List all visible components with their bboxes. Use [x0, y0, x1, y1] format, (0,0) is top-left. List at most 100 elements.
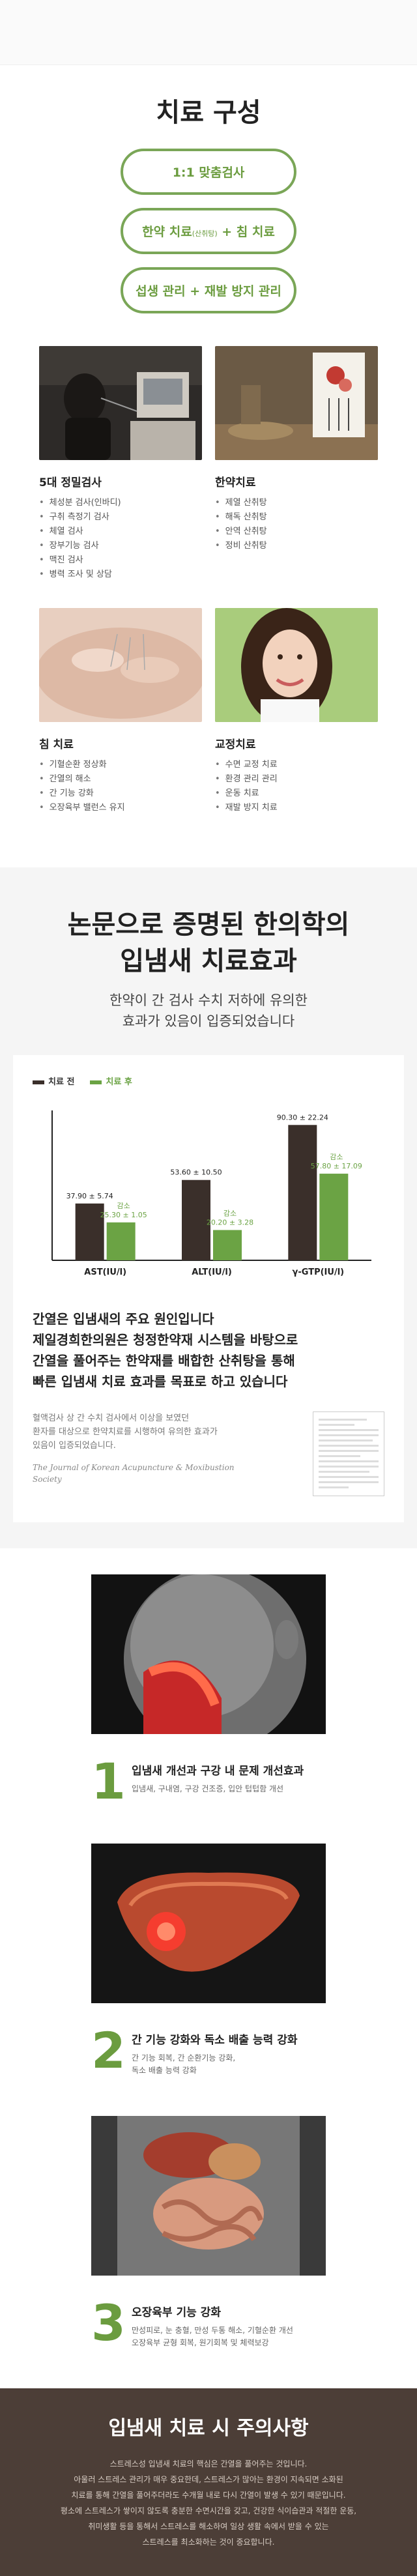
precautions-section: 입냄새 치료 시 주의사항 스트레스성 입냄새 치료의 핵심은 간열을 풀어주는… — [0, 2388, 417, 2576]
x-tick-label: AST(IU/l) — [84, 1267, 126, 1277]
bar-after — [106, 1222, 136, 1260]
pill-main: 한약 치료 — [142, 225, 192, 239]
precaution-line: 아울러 스트레스 관리가 매우 중요한데, 스트레스가 많아는 환경이 지속되면… — [74, 2475, 343, 2484]
list-item: 정비 산취탕 — [215, 539, 378, 553]
legend-before-label: 치료 전 — [48, 1077, 75, 1087]
list-item: 운동 치료 — [215, 787, 378, 801]
data-label-before: 37.90 ± 5.74 — [66, 1192, 113, 1200]
section-title: 치료 구성 — [156, 98, 261, 128]
note-line-3: 있음이 입증되었습니다. — [33, 1441, 116, 1451]
pill-rest: + 침 치료 — [217, 225, 275, 239]
list-item: 병력 조사 및 상담 — [39, 568, 202, 582]
annotation-decrease: 감소 — [117, 1202, 130, 1210]
precautions-text: 스트레스성 입냄새 치료의 핵심은 간열을 풀어주는 것입니다. 아울러 스트레… — [26, 2456, 391, 2550]
list-item: 체열 검사 — [39, 525, 202, 539]
list-item: 간 기능 강화 — [39, 787, 202, 801]
effects-section: 1 입냄새 개선과 구강 내 문제 개선효과 입냄새, 구내염, 구강 건조증,… — [0, 1548, 417, 2388]
sub-line-2: 효과가 있음이 입증되었습니다 — [122, 1013, 295, 1029]
bar-before — [75, 1203, 104, 1260]
claim-line-3: 간열을 풀어주는 한약재를 배합한 산취탕을 통해 — [33, 1353, 295, 1368]
card-title: 교정치료 — [215, 738, 256, 751]
citation: The Journal of Korean Acupuncture & Moxi… — [33, 1462, 267, 1485]
pill-custom-exam: 1:1 맞춤검사 — [121, 149, 296, 195]
feature-number: 1 — [91, 1752, 126, 1810]
feature-desc-line-1: 만성피로, 눈 충혈, 만성 두통 해소, 기혈순환 개선 — [132, 2326, 293, 2335]
chart-legend: 치료 전 치료 후 — [33, 1075, 384, 1087]
feature-text: 간 기능 강화와 독소 배출 능력 강화 간 기능 회복, 간 순환기능 강화,… — [132, 2028, 297, 2077]
top-band — [0, 0, 417, 65]
organs-illustration — [91, 2116, 326, 2276]
bar-before — [182, 1179, 210, 1260]
bar-before — [288, 1125, 317, 1260]
card-list: 기혈순환 정상화 간열의 해소 간 기능 강화 오장육부 밸런스 유지 — [39, 758, 202, 815]
precaution-line: 스트레스성 입냄새 치료의 핵심은 간열을 풀어주는 것입니다. — [109, 2459, 308, 2468]
section-title: 논문으로 증명된 한의학의 입냄새 치료효과 — [0, 906, 417, 979]
list-item: 장부기능 검사 — [39, 539, 202, 553]
sub-line-1: 한약이 간 검사 수치 저하에 유의한 — [109, 992, 308, 1008]
herbal-photo — [215, 346, 378, 460]
legend-after: 치료 후 — [90, 1075, 132, 1087]
legend-after-label: 치료 후 — [106, 1077, 132, 1087]
cite-line-2: Society — [33, 1475, 62, 1484]
chart-area: 37.90 ± 5.74 감소 25.30 ± 1.05 AST(IU/l) 53.60… — [33, 1097, 384, 1295]
precaution-line: 평소에 스트레스가 쌓이지 않도록 충분한 수면시간을 갖고, 건강한 식이습관… — [60, 2506, 357, 2515]
liver-illustration — [91, 1844, 326, 2003]
card-title: 5대 정밀검사 — [39, 476, 102, 489]
card-list: 수면 교정 치료 환경 관리 관리 운동 치료 재발 방지 치료 — [215, 758, 378, 815]
annotation-decrease: 감소 — [330, 1153, 343, 1161]
feature-number: 3 — [91, 2294, 126, 2352]
list-item: 제열 산취탕 — [215, 496, 378, 510]
precaution-line: 스트레스를 최소화하는 것이 중요합니다. — [142, 2538, 275, 2547]
list-item: 안역 산취탕 — [215, 525, 378, 539]
claim-line-2: 제일경희한의원은 청정한약재 시스템을 바탕으로 — [33, 1332, 298, 1348]
bar-after — [319, 1174, 349, 1260]
x-tick-label: ALT(IU/l) — [192, 1267, 232, 1277]
feature-text: 오장육부 기능 강화 만성피로, 눈 충혈, 만성 두통 해소, 기혈순환 개선… — [132, 2300, 293, 2349]
feature-title: 입냄새 개선과 구강 내 문제 개선효과 — [132, 1765, 304, 1778]
section-title: 입냄새 치료 시 주의사항 — [108, 2417, 309, 2440]
card-title: 침 치료 — [39, 738, 74, 751]
treatment-composition-section: 치료 구성 1:1 맞춤검사 한약 치료(산취탕) + 침 치료 섭생 관리 +… — [0, 65, 417, 867]
data-label-before: 90.30 ± 22.24 — [277, 1113, 328, 1122]
pill-small: (산취탕) — [192, 229, 218, 238]
list-item: 간열의 해소 — [39, 772, 202, 787]
precaution-line: 취미생활 등을 통해서 스트레스를 해소하여 일상 생활 속에서 받을 수 있는 — [88, 2522, 329, 2531]
feature-3: 3 오장육부 기능 강화 만성피로, 눈 충혈, 만성 두통 해소, 기혈순환 … — [91, 2294, 326, 2352]
card-exam: 5대 정밀검사 체성분 검사(인바디) 구취 측정기 검사 체열 검사 장부기능… — [39, 346, 202, 582]
list-item: 기혈순환 정상화 — [39, 758, 202, 772]
x-tick-label: γ-GTP(IU/l) — [293, 1267, 345, 1277]
pill-diet-management: 섭생 관리 + 재발 방지 관리 — [121, 267, 296, 313]
pill-herbal-acupuncture: 한약 치료(산취탕) + 침 치료 — [121, 208, 296, 254]
claim-line-1: 간열은 입냄새의 주요 원인입니다 — [33, 1311, 214, 1327]
claim-line-4: 빠른 입냄새 치료 효과를 목표로 하고 있습니다 — [33, 1374, 288, 1389]
note-line-2: 환자를 대상으로 한약치료를 시행하여 유의한 효과가 — [33, 1427, 218, 1437]
claim-text: 간열은 입냄새의 주요 원인입니다 제일경희한의원은 청정한약재 시스템을 바탕… — [33, 1309, 384, 1392]
treatment-cards-grid: 5대 정밀검사 체성분 검사(인바디) 구취 측정기 검사 체열 검사 장부기능… — [0, 326, 417, 841]
paper-thumbnail — [313, 1411, 384, 1496]
cite-line-1: The Journal of Korean Acupuncture & Moxi… — [33, 1463, 235, 1472]
feature-2: 2 간 기능 강화와 독소 배출 능력 강화 간 기능 회복, 간 순환기능 강… — [91, 2026, 326, 2077]
list-item: 해독 산취탕 — [215, 510, 378, 525]
title-line-2: 입냄새 치료효과 — [120, 946, 297, 976]
list-item: 수면 교정 치료 — [215, 758, 378, 772]
precaution-line: 치료를 통해 간열을 풀어주더라도 수개월 내로 다시 간열이 발생 수 있기 … — [71, 2491, 346, 2500]
feature-desc-line-1: 간 기능 회복, 간 순환기능 강화, — [132, 2053, 236, 2062]
section-subtitle: 한약이 간 검사 수치 저하에 유의한 효과가 있음이 입증되었습니다 — [0, 990, 417, 1032]
card-herbal: 한약치료 제열 산취탕 해독 산취탕 안역 산취탕 정비 산취탕 — [215, 346, 378, 582]
feature-desc: 만성피로, 눈 충혈, 만성 두통 해소, 기혈순환 개선 오장육부 균형 회복… — [132, 2324, 293, 2349]
smiling-woman-photo — [215, 608, 378, 722]
card-acupuncture: 침 치료 기혈순환 정상화 간열의 해소 간 기능 강화 오장육부 밸런스 유지 — [39, 608, 202, 815]
note-line-1: 혈액검사 상 간 수치 검사에서 이상을 보였던 — [33, 1413, 190, 1423]
list-item: 맥진 검사 — [39, 553, 202, 568]
data-label-after: 20.20 ± 3.28 — [207, 1219, 253, 1227]
feature-text: 입냄새 개선과 구강 내 문제 개선효과 입냄새, 구내염, 구강 건조증, 입… — [132, 1759, 304, 1795]
feature-desc: 간 기능 회복, 간 순환기능 강화, 독소 배출 능력 강화 — [132, 2052, 297, 2077]
mouth-illustration — [91, 1574, 326, 1734]
data-label-after: 57.80 ± 17.09 — [311, 1162, 362, 1170]
paper-evidence-section: 논문으로 증명된 한의학의 입냄새 치료효과 한약이 간 검사 수치 저하에 유… — [0, 867, 417, 1548]
feature-1: 1 입냄새 개선과 구강 내 문제 개선효과 입냄새, 구내염, 구강 건조증,… — [91, 1752, 326, 1810]
feature-title: 오장육부 기능 강화 — [132, 2306, 221, 2319]
bar-after — [213, 1230, 242, 1260]
